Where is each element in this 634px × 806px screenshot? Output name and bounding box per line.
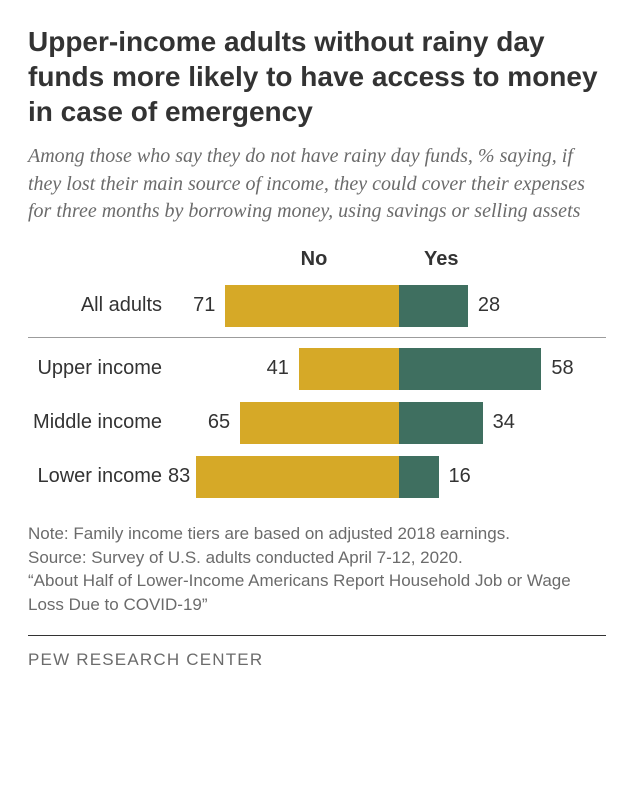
bar-yes bbox=[399, 285, 468, 327]
note-line-3: “About Half of Lower-Income Americans Re… bbox=[28, 571, 571, 614]
column-header-row: No Yes bbox=[28, 248, 606, 271]
value-yes: 28 bbox=[468, 294, 500, 317]
bar-row: Middle income65 34 bbox=[28, 396, 606, 450]
value-no: 41 bbox=[168, 357, 299, 380]
header-no: No bbox=[214, 248, 414, 271]
chart-area: No Yes All adults71 28 Upper income41 58 Mid… bbox=[28, 248, 606, 504]
value-no: 65 bbox=[168, 411, 240, 434]
chart-note: Note: Family income tiers are based on a… bbox=[28, 522, 606, 617]
bar-row: Upper income41 58 bbox=[28, 342, 606, 396]
bar-wrap: 65 34 bbox=[168, 402, 606, 444]
value-no: 71 bbox=[168, 294, 225, 317]
bar-rows: All adults71 28 Upper income41 58 Middle inc… bbox=[28, 279, 606, 504]
header-spacer bbox=[28, 248, 214, 271]
row-label: Middle income bbox=[28, 411, 168, 434]
value-yes: 58 bbox=[541, 357, 573, 380]
row-label: Lower income bbox=[28, 465, 168, 488]
footer-attribution: PEW RESEARCH CENTER bbox=[28, 650, 606, 670]
bar-wrap: 83 16 bbox=[168, 456, 606, 498]
value-yes: 16 bbox=[439, 465, 471, 488]
chart-subtitle: Among those who say they do not have rai… bbox=[28, 143, 606, 226]
bar-yes bbox=[399, 348, 541, 390]
note-line-2: Source: Survey of U.S. adults conducted … bbox=[28, 548, 463, 567]
bar-yes bbox=[399, 402, 482, 444]
bar-row: All adults71 28 bbox=[28, 279, 606, 333]
row-label: All adults bbox=[28, 294, 168, 317]
header-yes: Yes bbox=[414, 248, 534, 271]
bar-no bbox=[225, 285, 399, 327]
bar-row: Lower income83 16 bbox=[28, 450, 606, 504]
chart-title: Upper-income adults without rainy day fu… bbox=[28, 24, 606, 129]
value-no: 83 bbox=[168, 465, 196, 488]
row-label: Upper income bbox=[28, 357, 168, 380]
value-yes: 34 bbox=[483, 411, 515, 434]
bar-no bbox=[196, 456, 399, 498]
note-line-1: Note: Family income tiers are based on a… bbox=[28, 524, 510, 543]
bar-no bbox=[299, 348, 399, 390]
footer-rule bbox=[28, 635, 606, 636]
group-divider bbox=[28, 337, 606, 338]
bar-yes bbox=[399, 456, 438, 498]
bar-no bbox=[240, 402, 399, 444]
bar-wrap: 71 28 bbox=[168, 285, 606, 327]
bar-wrap: 41 58 bbox=[168, 348, 606, 390]
